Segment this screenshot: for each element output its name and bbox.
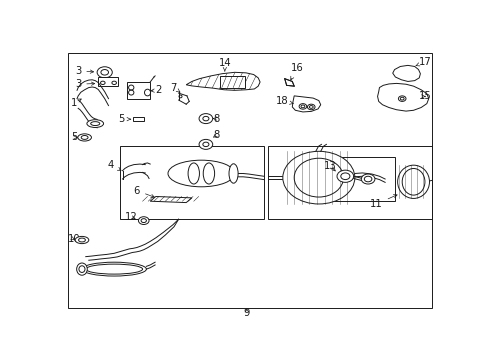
Ellipse shape <box>199 139 212 149</box>
Text: 16: 16 <box>290 63 303 80</box>
Ellipse shape <box>97 67 112 78</box>
Text: 15: 15 <box>418 91 430 102</box>
Text: 8: 8 <box>213 114 219 123</box>
Polygon shape <box>377 84 428 111</box>
Text: 2: 2 <box>151 85 162 95</box>
Text: 12: 12 <box>124 212 137 222</box>
Text: 5: 5 <box>71 132 77 143</box>
Text: 3: 3 <box>75 79 95 89</box>
Ellipse shape <box>397 165 428 198</box>
Ellipse shape <box>307 104 314 110</box>
Ellipse shape <box>336 170 353 183</box>
Polygon shape <box>392 66 420 81</box>
Ellipse shape <box>398 96 405 102</box>
Bar <box>133 117 143 121</box>
Ellipse shape <box>282 151 354 204</box>
Text: 11: 11 <box>369 195 396 209</box>
Ellipse shape <box>138 217 149 225</box>
Text: 4: 4 <box>108 160 121 170</box>
Text: 14: 14 <box>218 58 231 71</box>
Polygon shape <box>284 79 294 86</box>
Ellipse shape <box>188 163 199 184</box>
Ellipse shape <box>203 163 214 184</box>
Text: 8: 8 <box>213 130 219 140</box>
Ellipse shape <box>199 114 212 123</box>
Text: 1: 1 <box>71 98 81 108</box>
Polygon shape <box>186 72 260 90</box>
Text: 18: 18 <box>275 96 293 106</box>
Ellipse shape <box>87 120 103 127</box>
Bar <box>267 146 431 219</box>
Text: 5: 5 <box>118 114 130 124</box>
Ellipse shape <box>168 160 234 187</box>
Text: 9: 9 <box>243 309 249 319</box>
Ellipse shape <box>75 237 89 244</box>
Text: 13: 13 <box>323 161 336 171</box>
Ellipse shape <box>77 263 87 275</box>
Ellipse shape <box>361 174 374 184</box>
Bar <box>120 146 264 219</box>
Bar <box>220 76 244 87</box>
Ellipse shape <box>228 164 238 183</box>
Ellipse shape <box>82 262 146 276</box>
Bar <box>98 77 118 86</box>
Polygon shape <box>150 197 191 203</box>
Text: 6: 6 <box>133 186 154 198</box>
Polygon shape <box>292 96 320 112</box>
Ellipse shape <box>78 134 91 141</box>
Text: 17: 17 <box>415 57 430 67</box>
Text: 3: 3 <box>75 66 93 76</box>
Bar <box>324 157 394 201</box>
Ellipse shape <box>299 104 306 109</box>
Bar <box>127 82 150 99</box>
Text: 7: 7 <box>170 82 180 93</box>
Text: 10: 10 <box>67 234 80 244</box>
